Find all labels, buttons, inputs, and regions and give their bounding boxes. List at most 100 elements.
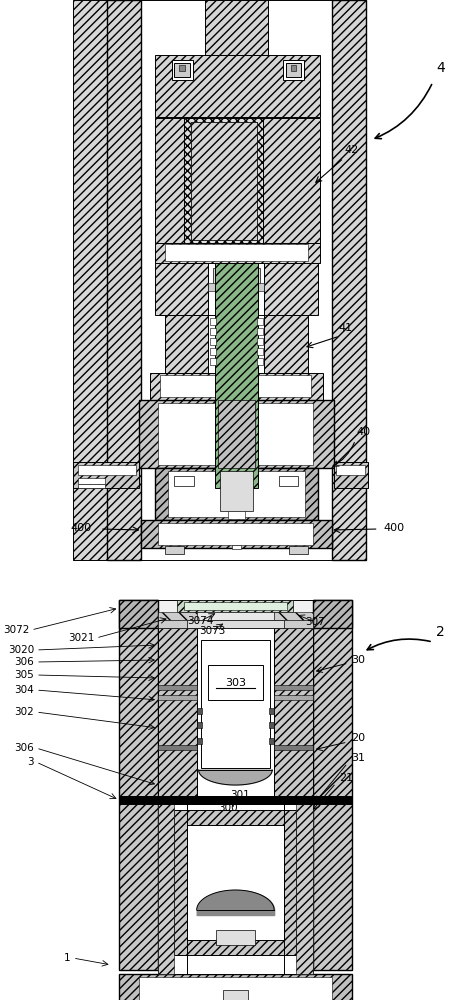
Bar — [177, 600, 294, 612]
Text: 20: 20 — [352, 733, 365, 743]
Bar — [165, 244, 308, 261]
Bar — [223, 990, 248, 1000]
Bar — [165, 546, 184, 554]
Bar — [210, 328, 216, 335]
Bar — [155, 55, 320, 117]
Bar — [216, 930, 255, 945]
Bar — [210, 358, 216, 365]
Bar — [191, 122, 256, 240]
Text: 21: 21 — [339, 773, 353, 783]
Bar — [279, 476, 298, 486]
Bar — [184, 602, 287, 610]
Bar — [155, 263, 208, 315]
Bar — [155, 468, 318, 520]
Bar — [172, 60, 193, 80]
Bar — [208, 665, 262, 700]
Bar — [158, 685, 196, 690]
Bar — [274, 695, 313, 700]
Bar — [205, 0, 268, 55]
Bar — [283, 60, 304, 80]
Text: 304: 304 — [14, 685, 34, 695]
Text: 305: 305 — [14, 670, 34, 680]
Bar — [256, 348, 262, 355]
Bar — [256, 318, 262, 325]
Bar — [284, 620, 313, 628]
Bar — [158, 695, 196, 700]
Bar — [119, 600, 158, 970]
Bar — [158, 628, 196, 796]
Text: 300: 300 — [218, 803, 238, 813]
Text: 42: 42 — [344, 145, 359, 155]
Bar — [256, 328, 262, 335]
Bar — [264, 315, 308, 373]
Bar — [208, 263, 264, 315]
Bar — [160, 375, 311, 397]
Bar — [158, 403, 313, 465]
Bar — [107, 0, 141, 560]
Text: 306: 306 — [14, 743, 34, 753]
Bar — [119, 796, 352, 804]
Text: 302: 302 — [14, 707, 34, 717]
Text: 306: 306 — [14, 657, 34, 667]
Bar — [274, 745, 313, 750]
Bar — [274, 628, 313, 796]
Bar — [210, 348, 216, 355]
Text: 3073: 3073 — [199, 626, 225, 636]
Text: 3: 3 — [27, 757, 34, 767]
Bar — [165, 315, 208, 373]
Text: 40: 40 — [356, 427, 370, 437]
Bar — [296, 804, 313, 974]
Bar — [269, 722, 274, 728]
Bar — [313, 600, 352, 628]
Bar — [269, 708, 274, 714]
Bar — [201, 640, 270, 768]
Bar — [332, 0, 366, 560]
Bar — [269, 738, 274, 744]
Text: 1: 1 — [64, 953, 71, 963]
Text: 301: 301 — [230, 790, 250, 800]
Bar — [264, 263, 318, 315]
Bar — [141, 520, 332, 548]
Bar — [139, 977, 332, 1000]
Bar — [334, 462, 368, 488]
Bar — [78, 465, 136, 475]
Bar — [73, 462, 139, 488]
Text: 400: 400 — [70, 523, 91, 533]
Bar — [179, 65, 185, 71]
Bar — [256, 338, 262, 345]
Bar — [141, 0, 332, 560]
Bar — [187, 620, 284, 628]
Bar — [262, 118, 320, 243]
Bar — [155, 118, 213, 243]
Bar — [256, 358, 262, 365]
Bar — [313, 600, 352, 970]
Text: 31: 31 — [352, 753, 365, 763]
Text: 3074: 3074 — [187, 616, 214, 626]
Bar — [155, 243, 320, 263]
Bar — [174, 63, 190, 77]
Bar — [196, 628, 274, 796]
Bar — [158, 523, 313, 545]
Text: 303: 303 — [225, 678, 246, 688]
Bar — [150, 373, 322, 400]
Bar — [187, 825, 284, 940]
Text: 400: 400 — [383, 523, 405, 533]
Bar — [218, 290, 255, 302]
Bar — [232, 545, 241, 549]
Text: 3021: 3021 — [68, 633, 94, 643]
Bar — [250, 283, 264, 291]
Bar — [208, 283, 223, 291]
Text: 307: 307 — [305, 617, 325, 627]
Bar — [191, 122, 256, 240]
Text: 41: 41 — [338, 323, 353, 333]
Bar — [168, 471, 305, 517]
Bar — [174, 810, 296, 955]
Bar — [210, 318, 216, 325]
Bar — [210, 338, 216, 345]
Bar — [274, 685, 313, 690]
Bar — [196, 612, 274, 620]
Bar — [196, 722, 202, 728]
Text: 3072: 3072 — [3, 625, 29, 635]
Bar — [158, 804, 313, 974]
Bar — [174, 476, 194, 486]
